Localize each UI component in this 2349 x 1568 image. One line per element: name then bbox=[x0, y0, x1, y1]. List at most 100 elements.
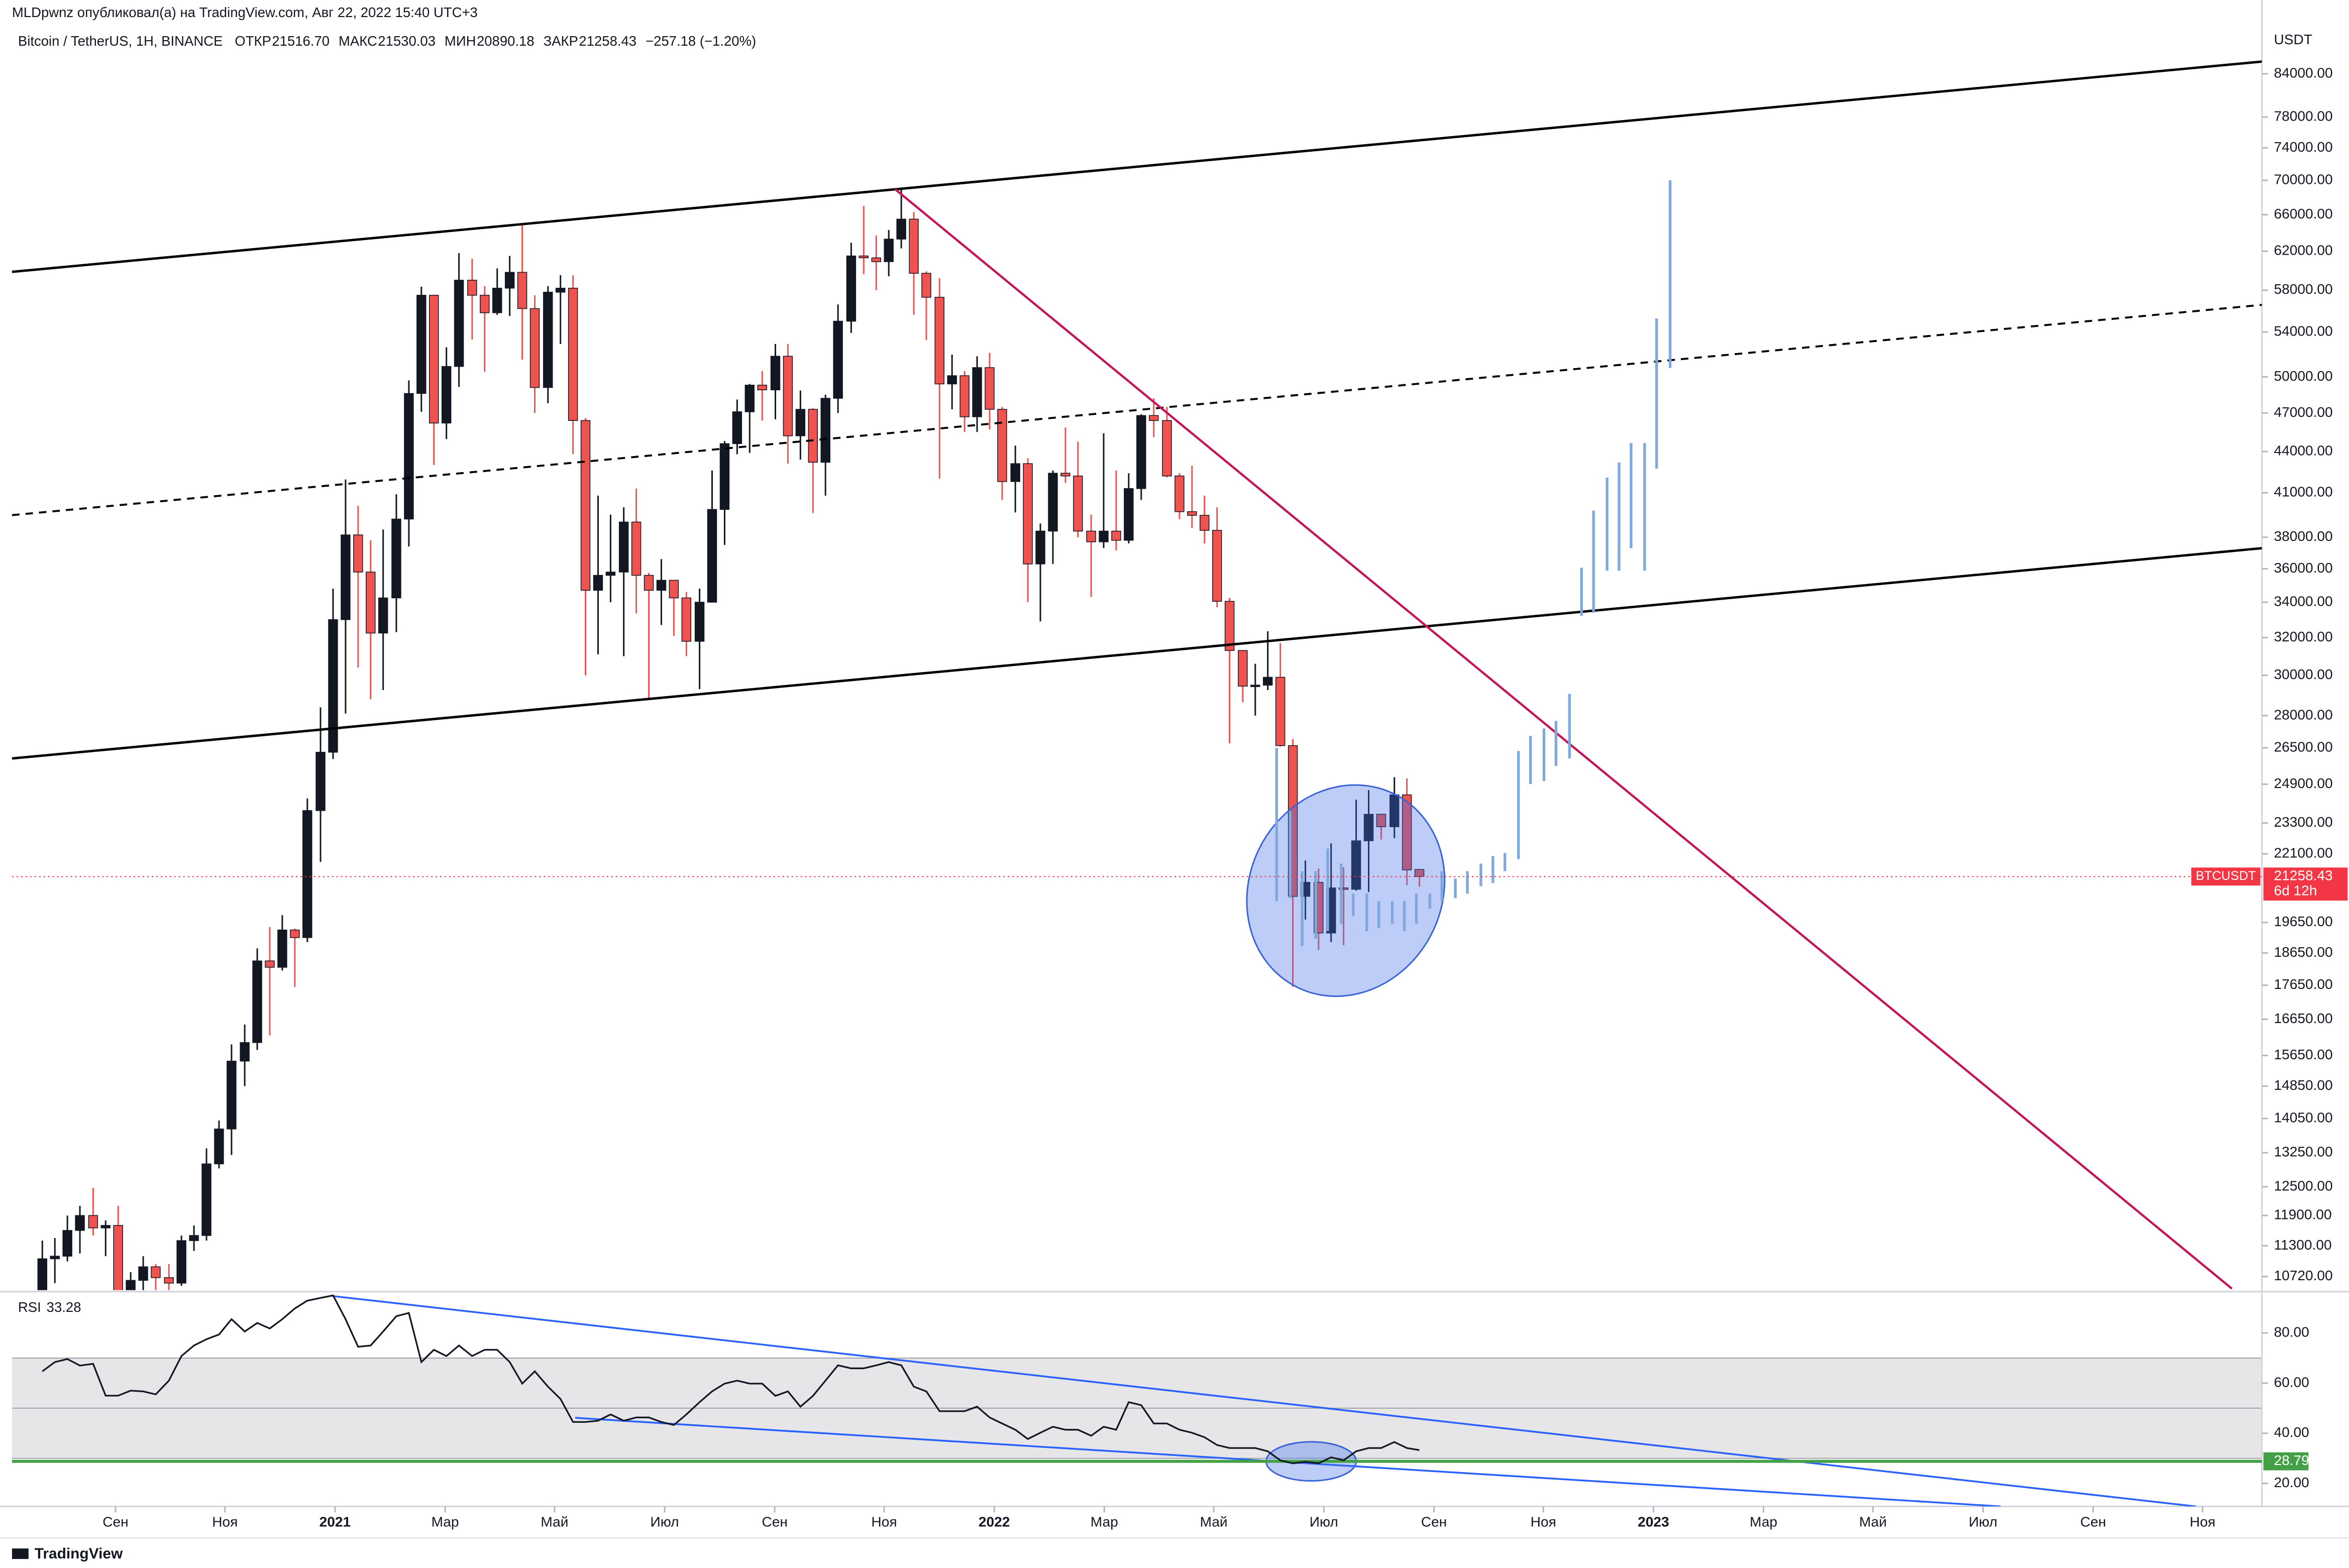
candle-body bbox=[1187, 511, 1197, 516]
candle-body bbox=[517, 272, 527, 309]
candle-body bbox=[656, 580, 667, 591]
candle-body bbox=[1414, 869, 1425, 877]
candle-body bbox=[100, 1225, 111, 1228]
candle-body bbox=[529, 308, 540, 388]
candle-body bbox=[1363, 814, 1374, 841]
candle-body bbox=[252, 960, 262, 1043]
candle-body bbox=[820, 398, 830, 463]
x-tick-label: Мар bbox=[1091, 1514, 1118, 1530]
y-tick-label: 26500.00 bbox=[2274, 739, 2333, 754]
y-tick-label: 14850.00 bbox=[2274, 1077, 2333, 1093]
candle-body bbox=[1136, 415, 1146, 489]
candle-body bbox=[353, 534, 363, 573]
candle-body bbox=[580, 420, 591, 591]
legend-value: 20890.18 bbox=[477, 33, 535, 49]
x-tick-label: Сен bbox=[2080, 1514, 2106, 1530]
y-tick-label: 47000.00 bbox=[2274, 404, 2333, 420]
y-tick-label: 19650.00 bbox=[2274, 914, 2333, 929]
candle-body bbox=[504, 272, 515, 289]
y-tick-label: 12500.00 bbox=[2274, 1178, 2333, 1193]
y-tick-label: 28000.00 bbox=[2274, 707, 2333, 722]
candle-body bbox=[429, 295, 439, 424]
candle-body bbox=[1250, 685, 1260, 687]
y-tick-label: 11900.00 bbox=[2274, 1207, 2332, 1222]
price-tag bbox=[2263, 867, 2348, 901]
candle-body bbox=[1099, 530, 1109, 542]
candle-body bbox=[707, 509, 717, 603]
candle-body bbox=[783, 356, 793, 436]
y-tick-label: 78000.00 bbox=[2274, 108, 2333, 124]
price-tag-countdown: 6d 12h bbox=[2274, 883, 2317, 899]
channel-lower bbox=[12, 547, 2262, 760]
y-tick-label: 16650.00 bbox=[2274, 1011, 2333, 1026]
candle-body bbox=[985, 367, 995, 410]
y-tick-label: 36000.00 bbox=[2274, 560, 2333, 576]
candle-body bbox=[618, 521, 629, 573]
candle-body bbox=[176, 1240, 186, 1284]
rsi-level-tag bbox=[2263, 1452, 2309, 1471]
x-tick-label: Сен bbox=[1421, 1514, 1447, 1530]
candle-body bbox=[1351, 840, 1361, 890]
candle-body bbox=[480, 295, 490, 313]
candle-body bbox=[972, 367, 982, 417]
y-tick-label: 54000.00 bbox=[2274, 323, 2333, 339]
y-tick-label: 62000.00 bbox=[2274, 243, 2333, 258]
candle-body bbox=[366, 572, 376, 634]
candle-body bbox=[302, 810, 312, 938]
candle-body bbox=[391, 518, 401, 599]
rsi-y-tick-label: 20.00 bbox=[2274, 1475, 2309, 1490]
candle-body bbox=[416, 295, 426, 394]
rsi-y-tick-label: 40.00 bbox=[2274, 1424, 2309, 1440]
candle-body bbox=[605, 572, 616, 576]
highlight-ellipse bbox=[1246, 784, 1446, 997]
x-tick-label: Ноя bbox=[871, 1514, 897, 1530]
candle-body bbox=[315, 751, 326, 811]
symbol-tag-text: BTCUSDT bbox=[2196, 869, 2256, 883]
candle-body bbox=[441, 366, 452, 424]
y-tick-label: 17650.00 bbox=[2274, 976, 2333, 992]
candle-body bbox=[1149, 415, 1159, 421]
candle-body bbox=[543, 292, 553, 388]
candle-body bbox=[1162, 420, 1172, 477]
candle-body bbox=[151, 1266, 161, 1278]
candle-body bbox=[378, 597, 388, 634]
y-tick-label: 58000.00 bbox=[2274, 281, 2333, 297]
rsi-level-label: 28.79 bbox=[2274, 1452, 2309, 1468]
y-tick-label: 44000.00 bbox=[2274, 443, 2333, 459]
y-tick-label: 66000.00 bbox=[2274, 206, 2333, 221]
candle-body bbox=[62, 1230, 72, 1257]
drawings bbox=[12, 60, 2262, 1290]
candle-body bbox=[341, 534, 351, 620]
candle-body bbox=[1263, 677, 1273, 686]
candle-body bbox=[631, 521, 642, 576]
trend-line bbox=[894, 188, 2233, 1290]
rsi-name: RSI bbox=[18, 1299, 41, 1315]
candle-body bbox=[88, 1215, 98, 1228]
x-tick-label: 2022 bbox=[979, 1514, 1010, 1530]
candle-body bbox=[770, 356, 781, 391]
x-tick-label: Май bbox=[541, 1514, 568, 1530]
symbol-tag bbox=[2191, 867, 2261, 886]
y-tick-label: 13250.00 bbox=[2274, 1144, 2333, 1160]
candle-body bbox=[593, 575, 603, 591]
candle-body bbox=[833, 320, 843, 399]
legend-value: 21516.70 bbox=[272, 33, 330, 49]
candle-body bbox=[265, 960, 275, 968]
y-tick-label: 15650.00 bbox=[2274, 1047, 2333, 1062]
candle-body bbox=[138, 1266, 148, 1281]
candle-body bbox=[328, 619, 338, 753]
candle-body bbox=[1048, 473, 1058, 532]
y-tick-label: 24900.00 bbox=[2274, 775, 2333, 791]
x-tick-label: Мар bbox=[432, 1514, 459, 1530]
y-tick-label: 10720.00 bbox=[2274, 1268, 2333, 1283]
x-tick-label: Ноя bbox=[1531, 1514, 1556, 1530]
y-tick-label: 11300.00 bbox=[2274, 1237, 2332, 1253]
y-tick-label: 32000.00 bbox=[2274, 629, 2333, 644]
candle-body bbox=[404, 393, 414, 520]
candle-body bbox=[1338, 887, 1349, 890]
candle-body bbox=[644, 575, 654, 591]
rsi-line bbox=[42, 1294, 1420, 1465]
x-tick-label: Июл bbox=[1969, 1514, 1997, 1530]
